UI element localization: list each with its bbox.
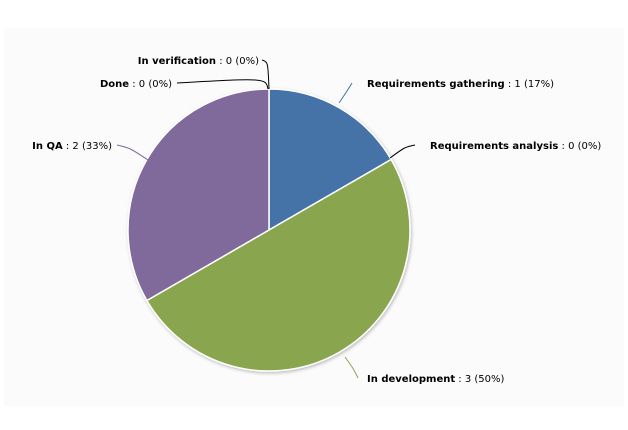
data-label-name: In development <box>367 374 455 385</box>
data-label-value: : 0 (0%) <box>558 141 601 152</box>
data-label-requirements-gathering: Requirements gathering : 1 (17%) <box>367 79 554 90</box>
pie-slice-requirements-gathering[interactable] <box>268 88 392 231</box>
connector-in-verification <box>261 59 270 90</box>
data-label-done: Done : 0 (0%) <box>100 79 172 90</box>
data-label-value: : 2 (33%) <box>63 141 112 152</box>
connector-requirements-gathering <box>338 82 353 104</box>
connector-requirements-analysis <box>389 144 416 159</box>
connector-done <box>176 79 269 90</box>
data-label-in-development: In development : 3 (50%) <box>367 374 505 385</box>
data-labels: Requirements gathering : 1 (17%)Requirem… <box>32 56 601 385</box>
data-label-name: Requirements gathering <box>367 79 505 90</box>
data-label-name: In QA <box>32 141 63 152</box>
pie-slice-in-development[interactable] <box>146 158 411 372</box>
pie-slices <box>127 88 411 372</box>
data-label-value: : 0 (0%) <box>216 56 259 67</box>
data-label-value: : 3 (50%) <box>455 374 504 385</box>
connector-in-development <box>344 356 359 379</box>
connector-in-qa <box>116 144 149 161</box>
data-label-value: : 0 (0%) <box>129 79 172 90</box>
data-label-value: : 1 (17%) <box>505 79 554 90</box>
data-label-in-verification: In verification : 0 (0%) <box>138 56 259 67</box>
data-label-name: Done <box>100 79 129 90</box>
data-label-name: In verification <box>138 56 216 67</box>
data-label-name: Requirements analysis <box>430 141 558 152</box>
label-connectors <box>116 59 416 379</box>
data-label-in-qa: In QA : 2 (33%) <box>32 141 112 152</box>
data-label-requirements-analysis: Requirements analysis : 0 (0%) <box>430 141 601 152</box>
